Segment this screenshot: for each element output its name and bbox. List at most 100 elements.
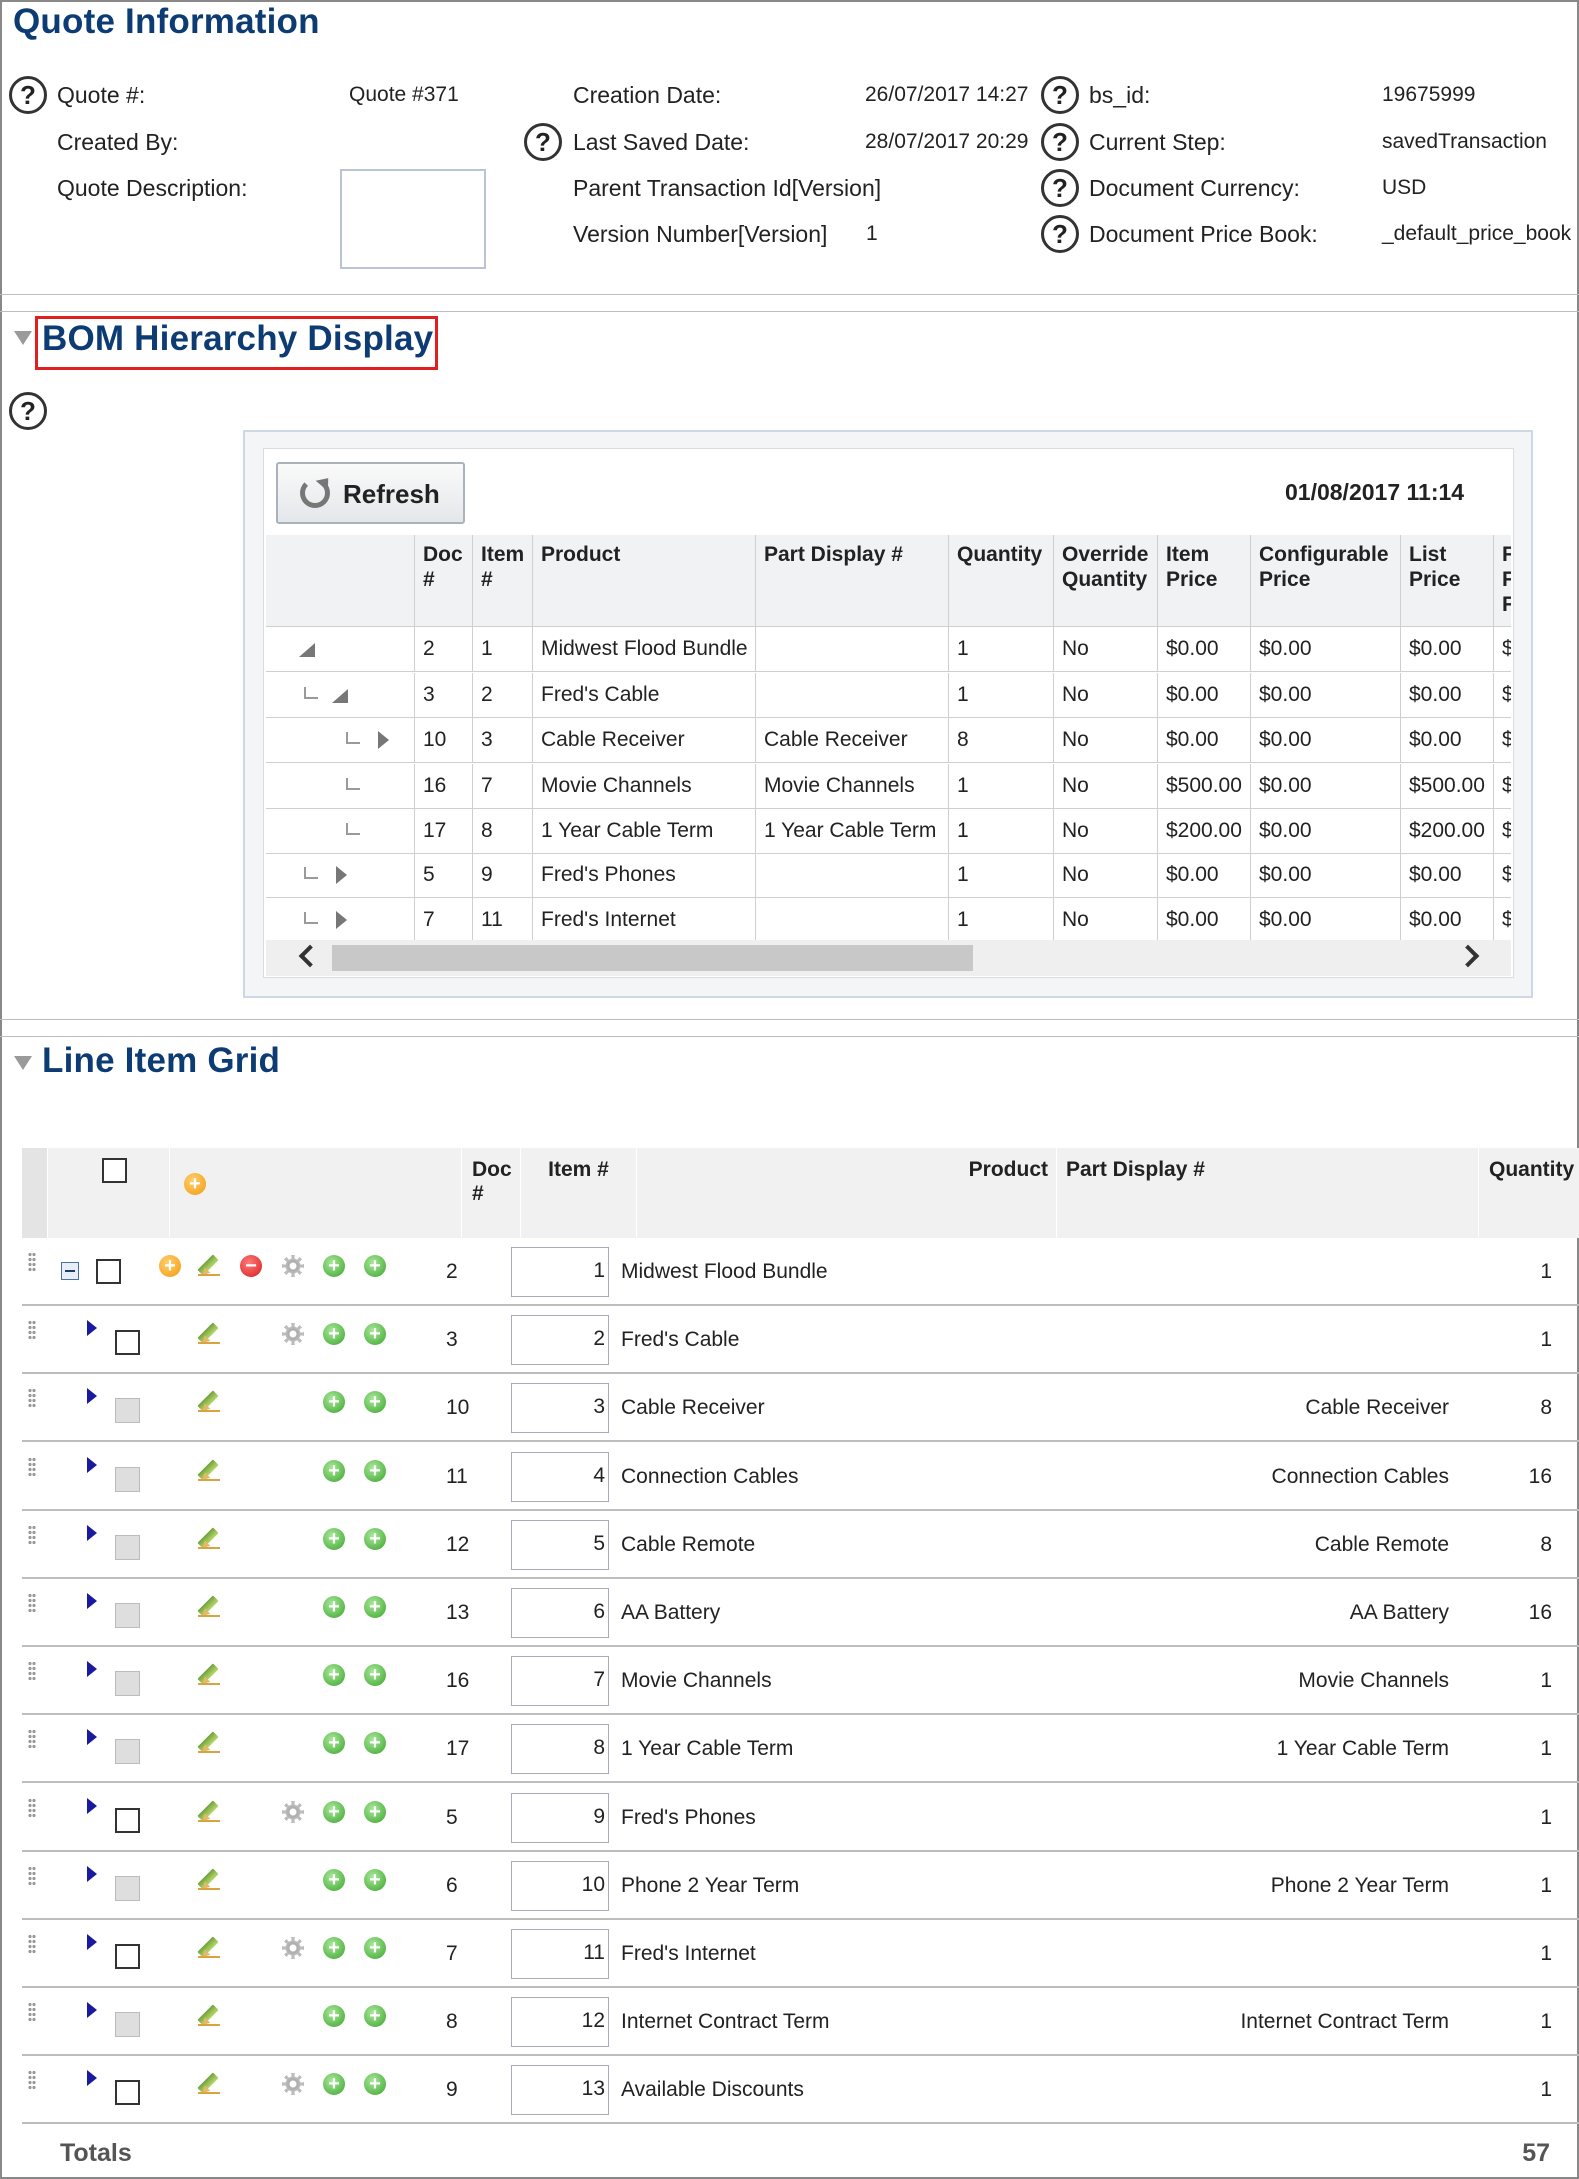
add-before-icon[interactable]: + <box>323 1801 345 1823</box>
add-after-icon[interactable]: + <box>364 2073 386 2095</box>
collapse-icon[interactable] <box>61 1262 79 1280</box>
add-before-icon[interactable]: + <box>323 1460 345 1482</box>
gear-icon[interactable] <box>282 1255 304 1277</box>
line-col-quantity[interactable]: Quantity <box>1479 1148 1579 1238</box>
line-col-product[interactable]: Product <box>637 1148 1057 1238</box>
bom-col-config-price[interactable]: Configurable Price <box>1251 535 1401 627</box>
add-after-icon[interactable]: + <box>364 1801 386 1823</box>
add-before-icon[interactable]: + <box>323 1391 345 1413</box>
add-before-icon[interactable]: + <box>323 1528 345 1550</box>
drag-handle-icon[interactable] <box>28 1934 36 1954</box>
line-item-row[interactable]: + +12 5 Cable Remote Cable Remote 8 <box>22 1511 1579 1579</box>
add-after-icon[interactable]: + <box>364 1869 386 1891</box>
expand-node-icon[interactable] <box>378 731 389 749</box>
edit-pencil-icon[interactable] <box>197 1593 224 1619</box>
drag-handle-icon[interactable] <box>28 1252 36 1272</box>
drag-handle-icon[interactable] <box>28 1798 36 1818</box>
bom-col-quantity[interactable]: Quantity <box>949 535 1054 627</box>
item-number-input[interactable]: 3 <box>511 1383 609 1433</box>
refresh-button[interactable]: Refresh <box>276 462 465 524</box>
edit-pencil-icon[interactable] <box>197 1934 224 1960</box>
expand-icon[interactable] <box>87 1320 97 1336</box>
add-before-icon[interactable]: + <box>323 1732 345 1754</box>
line-item-row[interactable]: + +13 6 AA Battery AA Battery 16 <box>22 1579 1579 1647</box>
add-after-icon[interactable]: + <box>364 1528 386 1550</box>
select-all-checkbox[interactable] <box>102 1158 127 1183</box>
help-icon[interactable]: ? <box>524 123 562 161</box>
item-number-input[interactable]: 2 <box>511 1315 609 1365</box>
drag-handle-icon[interactable] <box>28 2002 36 2022</box>
help-icon[interactable]: ? <box>1041 169 1079 207</box>
edit-pencil-icon[interactable] <box>197 1457 224 1483</box>
gear-icon[interactable] <box>282 1937 304 1959</box>
add-after-icon[interactable]: + <box>364 1937 386 1959</box>
item-number-input[interactable]: 12 <box>511 1997 609 2047</box>
drag-handle-icon[interactable] <box>28 2070 36 2090</box>
item-number-input[interactable]: 1 <box>511 1247 609 1297</box>
bom-col-override[interactable]: Override Quantity <box>1054 535 1158 627</box>
scroll-left-icon[interactable] <box>298 944 322 968</box>
edit-pencil-icon[interactable] <box>197 1525 224 1551</box>
add-after-icon[interactable]: + <box>364 1596 386 1618</box>
add-before-icon[interactable]: + <box>323 1323 345 1345</box>
help-icon[interactable]: ? <box>9 392 47 430</box>
bom-table-row[interactable]: 2 1 Midwest Flood Bundle 1 No $0.00 $0.00 $0.00… <box>266 627 1511 672</box>
bom-col-list-price[interactable]: List Price <box>1401 535 1494 627</box>
item-number-input[interactable]: 7 <box>511 1656 609 1706</box>
add-before-icon[interactable]: + <box>323 1596 345 1618</box>
edit-pencil-icon[interactable] <box>197 1388 224 1414</box>
item-number-input[interactable]: 11 <box>511 1929 609 1979</box>
add-after-icon[interactable]: + <box>364 1255 386 1277</box>
line-item-row[interactable]: + +10 3 Cable Receiver Cable Receiver 8 <box>22 1374 1579 1442</box>
row-checkbox[interactable] <box>115 1808 140 1833</box>
line-item-row[interactable]: + +17 8 1 Year Cable Term 1 Year Cable Term 1 <box>22 1715 1579 1783</box>
expand-icon[interactable] <box>87 1593 97 1609</box>
add-before-icon[interactable]: + <box>323 1937 345 1959</box>
collapse-triangle-icon[interactable] <box>14 331 32 345</box>
expand-icon[interactable] <box>87 1934 97 1950</box>
item-number-input[interactable]: 6 <box>511 1588 609 1638</box>
expand-icon[interactable] <box>87 2002 97 2018</box>
gear-icon[interactable] <box>282 1323 304 1345</box>
expand-icon[interactable] <box>87 1457 97 1473</box>
add-after-icon[interactable]: + <box>364 1391 386 1413</box>
expand-icon[interactable] <box>87 1798 97 1814</box>
line-item-row[interactable]: + +16 7 Movie Channels Movie Channels 1 <box>22 1647 1579 1715</box>
bom-col-item-price[interactable]: Item Price <box>1158 535 1251 627</box>
expand-icon[interactable] <box>87 1729 97 1745</box>
edit-pencil-icon[interactable] <box>197 2070 224 2096</box>
help-icon[interactable]: ? <box>1041 76 1079 114</box>
drag-handle-icon[interactable] <box>28 1729 36 1749</box>
item-number-input[interactable]: 5 <box>511 1520 609 1570</box>
drag-handle-icon[interactable] <box>28 1661 36 1681</box>
help-icon[interactable]: ? <box>1041 123 1079 161</box>
line-item-row[interactable]: + +9 13 Available Discounts 1 <box>22 2056 1579 2124</box>
edit-pencil-icon[interactable] <box>197 1729 224 1755</box>
line-col-part[interactable]: Part Display # <box>1057 1148 1479 1238</box>
line-col-doc[interactable]: Doc # <box>462 1148 521 1238</box>
line-item-row[interactable]: + +3 2 Fred's Cable 1 <box>22 1306 1579 1374</box>
line-item-row[interactable]: + +7 11 Fred's Internet 1 <box>22 1920 1579 1988</box>
bom-table-row[interactable]: 17 8 1 Year Cable Term 1 Year Cable Term 1 No… <box>266 809 1511 854</box>
expand-icon[interactable] <box>87 1866 97 1882</box>
collapse-triangle-icon[interactable] <box>14 1056 32 1070</box>
collapse-node-icon[interactable] <box>332 689 348 703</box>
expand-node-icon[interactable] <box>336 866 347 884</box>
item-number-input[interactable]: 4 <box>511 1452 609 1502</box>
scrollbar-thumb[interactable] <box>332 945 973 971</box>
add-after-icon[interactable]: + <box>364 1460 386 1482</box>
collapse-node-icon[interactable] <box>299 643 315 657</box>
edit-pencil-icon[interactable] <box>197 1866 224 1892</box>
help-icon[interactable]: ? <box>1041 215 1079 253</box>
row-checkbox[interactable] <box>115 1944 140 1969</box>
drag-handle-icon[interactable] <box>28 1457 36 1477</box>
quote-description-field[interactable] <box>340 169 486 269</box>
bom-col-product[interactable]: Product <box>533 535 756 627</box>
edit-pencil-icon[interactable] <box>197 1661 224 1687</box>
row-checkbox[interactable] <box>115 1330 140 1355</box>
expand-icon[interactable] <box>87 1661 97 1677</box>
add-after-icon[interactable]: + <box>364 1323 386 1345</box>
